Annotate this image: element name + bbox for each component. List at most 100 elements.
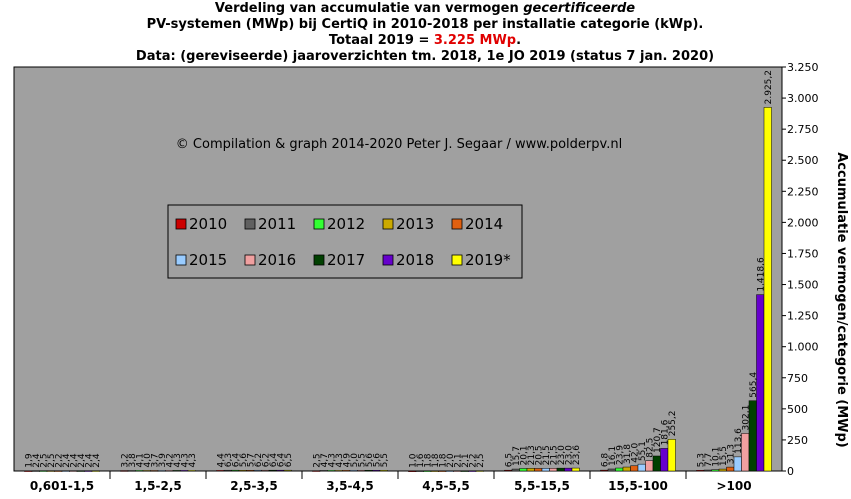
bar: [231, 469, 240, 472]
value-label: 23,6: [572, 445, 582, 465]
bar: [180, 470, 189, 472]
bar: [319, 470, 328, 472]
bar: [423, 470, 432, 472]
value-label: 23,9: [615, 445, 625, 465]
value-label: 6,4: [276, 453, 286, 468]
bar: [622, 466, 631, 472]
value-label: 1,8: [431, 453, 441, 468]
value-label: 5,0: [350, 453, 360, 468]
bar: [246, 470, 255, 472]
bar: [349, 470, 358, 472]
bar: [645, 460, 654, 472]
bar: [519, 468, 528, 472]
bar: [726, 466, 735, 472]
title-part: PV-systemen (MWp) bij CertiQ in 2010-201…: [147, 17, 704, 32]
bar: [150, 470, 159, 472]
value-label: 2,0: [446, 453, 456, 468]
value-label: 4,0: [143, 453, 153, 468]
bar: [61, 470, 70, 472]
value-label: 302,1: [741, 405, 751, 431]
legend-label: 2015: [189, 251, 227, 269]
value-label: 6,4: [231, 453, 241, 468]
value-label: 4,3: [180, 453, 190, 467]
bar: [372, 470, 381, 472]
title-part: .: [516, 33, 521, 48]
value-label: 565,4: [749, 372, 759, 398]
value-label: 4,1: [135, 453, 145, 467]
value-label: 6,2: [261, 453, 271, 467]
value-label: 4,4: [216, 453, 226, 468]
bar: [453, 470, 462, 472]
bar: [748, 400, 757, 472]
y-tick-label: 3.000: [787, 92, 819, 105]
value-label: 42,0: [630, 442, 640, 462]
value-label: 6,5: [284, 453, 294, 467]
bar: [667, 439, 676, 472]
x-tick-label: 1,5-2,5: [134, 479, 182, 493]
legend-swatch: [244, 254, 256, 266]
bar: [415, 470, 424, 472]
bar: [24, 470, 33, 472]
bar: [511, 468, 520, 472]
value-label: 31,3: [726, 444, 736, 464]
bar: [261, 469, 270, 472]
legend-swatch: [175, 254, 187, 266]
value-label: 1,8: [423, 453, 433, 468]
value-label: 1.418,6: [756, 257, 766, 292]
y-tick-label: 1.750: [787, 247, 819, 260]
y-tick-label: 2.750: [787, 123, 819, 136]
chart-title: Totaal 2019 = 3.225 MWp.: [329, 33, 521, 48]
bar: [430, 470, 439, 472]
bar: [342, 470, 351, 472]
value-label: 6,8: [600, 453, 610, 468]
value-label: 55,1: [638, 441, 648, 461]
value-label: 2,4: [92, 453, 102, 468]
x-tick-label: 0,601-1,5: [30, 479, 94, 493]
bar: [475, 470, 484, 472]
title-part: 3.225 MWp: [434, 33, 516, 48]
value-label: 2.925,2: [764, 70, 774, 104]
value-label: 5,7: [246, 453, 256, 467]
value-label: 4,3: [173, 453, 183, 467]
bar: [468, 470, 477, 472]
value-label: 4,2: [165, 453, 175, 467]
value-label: 113,6: [734, 428, 744, 454]
bar: [408, 470, 417, 472]
value-label: 255,2: [668, 411, 678, 437]
bar: [187, 470, 196, 472]
value-label: 5,3: [696, 453, 706, 467]
value-label: 4,3: [327, 453, 337, 467]
bar: [127, 470, 136, 472]
bar: [76, 470, 85, 472]
title-part: Totaal 2019 =: [329, 33, 434, 48]
y-tick-label: 250: [787, 434, 808, 447]
bar: [39, 470, 48, 472]
value-label: 3,7: [150, 453, 160, 467]
value-label: 2,5: [312, 453, 322, 467]
title-part: Data: (gereviseerde) jaaroverzichten tm.…: [136, 49, 714, 64]
y-tick-label: 3.250: [787, 61, 819, 74]
bar: [334, 470, 343, 472]
x-tick-label: 2,5-3,5: [230, 479, 278, 493]
bar: [438, 470, 447, 472]
y-tick-label: 500: [787, 403, 808, 416]
value-label: 6,4: [269, 453, 279, 468]
bar: [69, 470, 78, 472]
bar: [763, 107, 772, 472]
y-tick-label: 0: [787, 465, 794, 478]
value-label: 3,8: [128, 453, 138, 468]
bar: [120, 470, 129, 472]
x-tick-label: 5,5-15,5: [514, 479, 570, 493]
legend-swatch: [313, 218, 325, 230]
legend-label: 2016: [258, 251, 296, 269]
y-tick-label: 2.250: [787, 185, 819, 198]
value-label: 2,1: [461, 453, 471, 467]
value-label: 2,4: [62, 453, 72, 468]
value-label: 21,3: [527, 445, 537, 465]
value-label: 2,2: [468, 453, 478, 467]
bar: [54, 470, 63, 472]
legend-swatch: [313, 254, 325, 266]
legend-label: 2018: [396, 251, 434, 269]
legend-swatch: [175, 218, 187, 230]
legend-box: [167, 204, 523, 279]
